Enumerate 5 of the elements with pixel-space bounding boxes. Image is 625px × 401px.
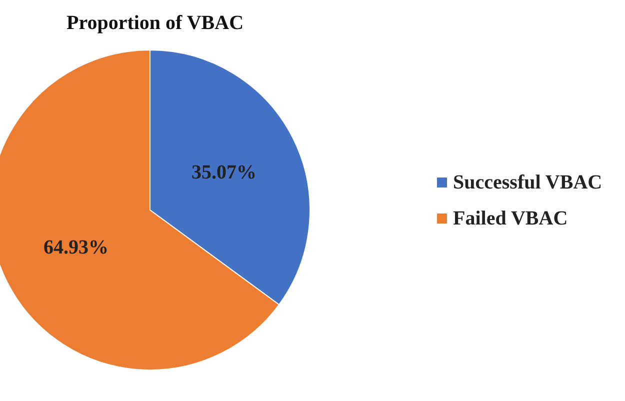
legend-label: Successful VBAC xyxy=(453,172,602,194)
legend-label: Failed VBAC xyxy=(453,208,568,230)
chart-title: Proportion of VBAC xyxy=(66,12,244,34)
data-label: 35.07% xyxy=(192,161,257,184)
data-label: 64.93% xyxy=(43,236,108,259)
